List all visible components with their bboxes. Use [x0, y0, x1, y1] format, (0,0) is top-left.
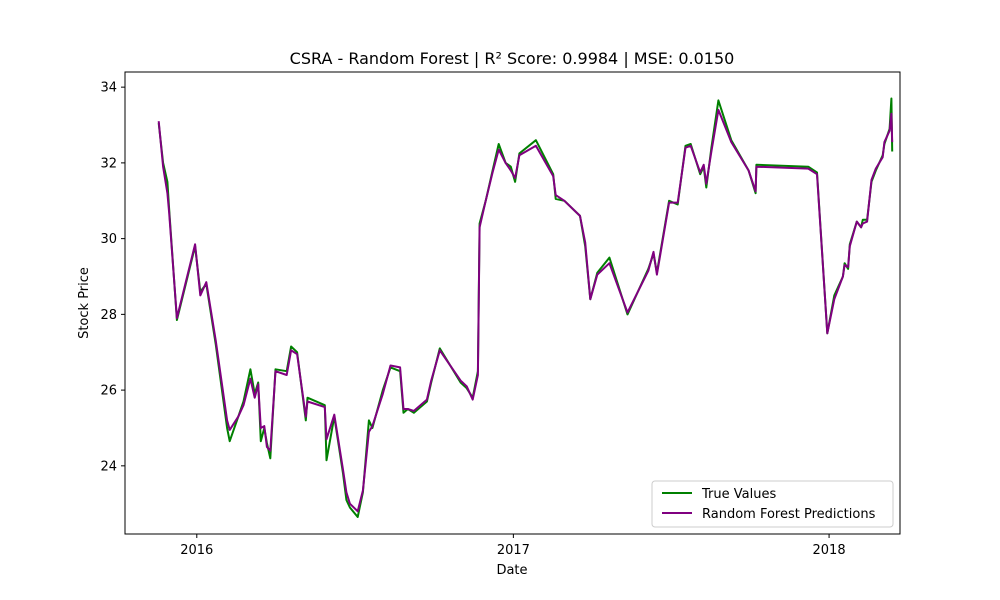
chart-title: CSRA - Random Forest | R² Score: 0.9984 … — [290, 49, 735, 68]
y-axis-label: Stock Price — [77, 267, 92, 339]
y-axis-ticks: 24 26 28 30 32 34 — [100, 81, 125, 474]
series-line-random-forest-predictions — [157, 108, 894, 513]
axes-frame — [124, 71, 901, 535]
x-axis-label: Date — [496, 563, 527, 578]
y-tick-label: 24 — [100, 459, 117, 474]
y-tick-label: 26 — [100, 384, 117, 399]
x-axis-ticks: 2016 2017 2018 — [180, 534, 846, 558]
x-tick-label: 2017 — [497, 543, 530, 558]
plot-area — [124, 71, 901, 535]
y-tick-label: 34 — [100, 81, 117, 96]
legend: True Values Random Forest Predictions — [651, 480, 894, 528]
legend-label-random-forest-predictions: Random Forest Predictions — [702, 507, 876, 522]
series-layer — [157, 97, 894, 518]
y-tick-label: 32 — [100, 156, 117, 171]
y-tick-label: 28 — [100, 308, 117, 323]
y-tick-label: 30 — [100, 232, 117, 247]
x-tick-label: 2018 — [813, 543, 846, 558]
x-tick-label: 2016 — [180, 543, 213, 558]
legend-box — [651, 480, 894, 528]
legend-label-true-values: True Values — [701, 487, 776, 502]
